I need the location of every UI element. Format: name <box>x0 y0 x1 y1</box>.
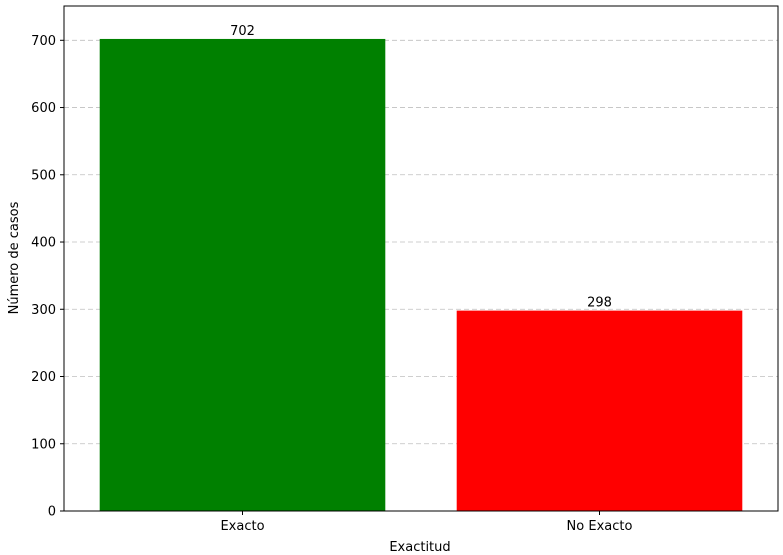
y-axis-label: Número de casos <box>7 201 22 314</box>
y-axis-ticks: 0 100 200 300 400 500 600 700 <box>31 34 64 520</box>
bar-value-labels: 702 298 <box>230 24 612 311</box>
x-tick-label: No Exacto <box>567 519 633 534</box>
y-tick-label: 0 <box>48 505 56 520</box>
y-tick-label: 400 <box>31 236 56 251</box>
y-tick-label: 700 <box>31 34 56 49</box>
bar-no-exacto <box>456 310 743 511</box>
bar-exacto <box>99 38 386 511</box>
y-tick-label: 500 <box>31 168 56 183</box>
bar-value-label: 702 <box>230 24 255 39</box>
bar-value-label: 298 <box>587 296 612 311</box>
plot-frame <box>63 5 779 512</box>
bars <box>99 38 743 511</box>
x-axis-label: Exactitud <box>389 540 450 555</box>
y-tick-label: 200 <box>31 370 56 385</box>
x-tick-label: Exacto <box>220 519 264 534</box>
y-tick-label: 600 <box>31 101 56 116</box>
y-tick-label: 300 <box>31 303 56 318</box>
x-axis-ticks: Exacto No Exacto <box>220 511 632 534</box>
y-tick-label: 100 <box>31 437 56 452</box>
